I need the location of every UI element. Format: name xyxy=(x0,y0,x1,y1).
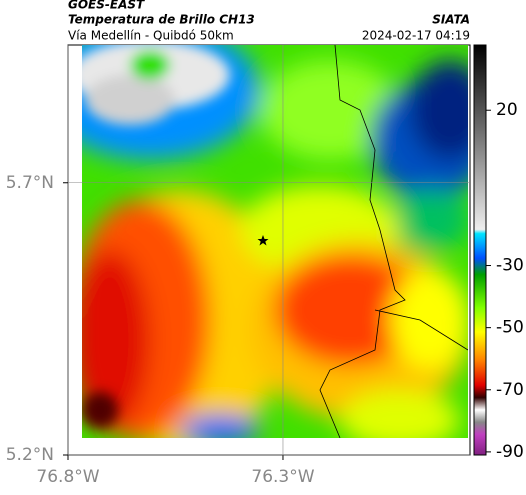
route: Vía Medellín - Quibdó 50km xyxy=(68,29,234,43)
colorbar xyxy=(473,44,487,456)
y-tick-label: 5.2°N xyxy=(6,445,54,465)
source: GOES-EAST xyxy=(68,0,145,12)
colorbar-tick-label: 20 xyxy=(496,100,518,120)
colorbar-tick-label: -50 xyxy=(496,318,524,338)
product: Temperatura de Brillo CH13 xyxy=(68,13,255,27)
x-tick-label: 76.8°W xyxy=(36,467,99,487)
temperature-field xyxy=(82,45,468,438)
x-tick-label: 76.3°W xyxy=(251,467,314,487)
colorbar-tick-label: -90 xyxy=(496,442,524,462)
timestamp: 2024-02-17 04:19 xyxy=(362,29,470,43)
y-tick-label: 5.7°N xyxy=(6,173,54,193)
agency: SIATA xyxy=(432,13,470,27)
colorbar-tick-label: -70 xyxy=(496,380,524,400)
colorbar-tick-label: -30 xyxy=(496,256,524,276)
city-marker xyxy=(257,235,269,246)
